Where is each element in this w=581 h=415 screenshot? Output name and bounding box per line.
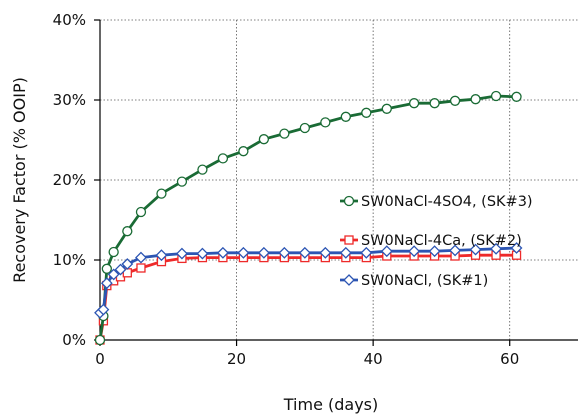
data-point bbox=[257, 246, 270, 259]
legend-marker bbox=[343, 274, 355, 286]
data-point bbox=[511, 91, 522, 102]
data-point bbox=[216, 246, 229, 259]
legend-item: SW0NaCl-4Ca, (SK#2) bbox=[340, 233, 522, 249]
series-square bbox=[95, 250, 522, 345]
legend-label: SW0NaCl-4SO4, (SK#3) bbox=[361, 194, 533, 210]
data-point bbox=[320, 117, 331, 128]
data-point bbox=[196, 247, 209, 260]
axes: 0% 10% 20% 30% 40% 0 20 40 60 bbox=[53, 11, 578, 368]
data-point bbox=[94, 334, 106, 346]
data-point bbox=[121, 258, 134, 270]
data-point bbox=[135, 206, 147, 218]
y-tick-label: 30% bbox=[53, 91, 86, 109]
data-point bbox=[176, 176, 188, 187]
data-point bbox=[299, 122, 311, 134]
data-point bbox=[237, 246, 250, 259]
legend: SW0NaCl-4SO4, (SK#3) SW0NaCl-4Ca, (SK#2) S… bbox=[340, 194, 533, 289]
data-point bbox=[380, 245, 393, 258]
data-point bbox=[135, 251, 147, 264]
data-point bbox=[279, 128, 290, 139]
data-point bbox=[156, 188, 167, 199]
data-point bbox=[339, 246, 352, 259]
x-axis-title: Time (days) bbox=[283, 395, 379, 414]
data-point bbox=[100, 277, 113, 290]
series-group bbox=[94, 90, 523, 346]
x-tick-label: 20 bbox=[227, 350, 246, 368]
data-point bbox=[470, 94, 481, 105]
series-line bbox=[98, 253, 517, 341]
grid-lines bbox=[100, 19, 578, 340]
y-axis-title: Recovery Factor (% OOIP) bbox=[10, 77, 29, 283]
series-circle bbox=[94, 90, 522, 346]
data-point bbox=[217, 153, 229, 164]
data-point bbox=[449, 244, 462, 257]
data-point bbox=[340, 111, 351, 122]
data-point bbox=[490, 90, 502, 102]
data-point bbox=[490, 242, 502, 255]
legend-item: SW0NaCl-4SO4, (SK#3) bbox=[340, 194, 533, 210]
data-point bbox=[428, 245, 441, 258]
legend-marker bbox=[344, 235, 354, 245]
data-point bbox=[298, 246, 311, 259]
data-point bbox=[238, 146, 249, 157]
legend-label: SW0NaCl, (SK#1) bbox=[361, 273, 488, 289]
data-point bbox=[449, 95, 461, 106]
legend-label: SW0NaCl-4Ca, (SK#2) bbox=[361, 233, 522, 249]
data-point bbox=[108, 246, 119, 258]
data-point bbox=[122, 226, 133, 237]
y-tick-label: 0% bbox=[62, 331, 86, 349]
data-point bbox=[107, 268, 120, 281]
series-diamond bbox=[94, 242, 523, 319]
data-point bbox=[319, 246, 332, 259]
data-point bbox=[429, 98, 440, 109]
data-point bbox=[408, 98, 420, 109]
data-point bbox=[381, 103, 392, 114]
legend-item: SW0NaCl, (SK#1) bbox=[340, 273, 488, 289]
data-point bbox=[408, 245, 421, 258]
x-tick-label: 40 bbox=[364, 350, 383, 368]
data-point bbox=[510, 242, 523, 254]
x-tick-label: 0 bbox=[95, 350, 105, 368]
y-tick-label: 10% bbox=[53, 251, 86, 269]
data-point bbox=[155, 249, 168, 262]
series-line bbox=[98, 94, 517, 341]
data-point bbox=[114, 263, 127, 276]
data-point bbox=[136, 263, 146, 273]
data-point bbox=[197, 164, 208, 175]
data-point bbox=[360, 246, 373, 259]
x-tick-label: 60 bbox=[500, 350, 519, 368]
data-point bbox=[278, 246, 291, 259]
data-point bbox=[361, 107, 372, 118]
legend-marker bbox=[343, 195, 355, 207]
data-point bbox=[469, 243, 482, 256]
y-tick-label: 20% bbox=[53, 171, 86, 189]
data-point bbox=[176, 247, 188, 260]
data-point bbox=[101, 263, 112, 274]
data-point bbox=[97, 303, 110, 316]
data-point bbox=[258, 134, 270, 145]
y-tick-label: 40% bbox=[53, 11, 86, 29]
